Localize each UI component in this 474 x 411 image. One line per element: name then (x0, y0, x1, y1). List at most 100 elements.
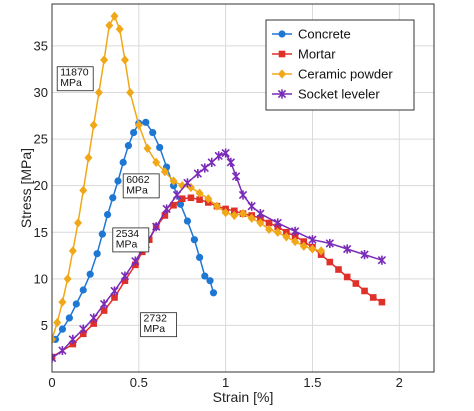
x-tick-labels: 0 0.5 1 1.5 2 (48, 375, 403, 390)
data-point (58, 325, 67, 333)
legend-marker (277, 89, 287, 99)
data-point (291, 232, 299, 240)
y-tick-label: 10 (34, 271, 48, 286)
annotation-text: 11870 (60, 67, 89, 79)
data-point (352, 280, 360, 287)
data-point (231, 207, 238, 215)
data-point (68, 334, 78, 344)
data-point (110, 286, 119, 296)
data-point (79, 286, 87, 294)
data-point (152, 157, 161, 167)
data-point (58, 345, 67, 356)
data-point (84, 153, 93, 163)
data-point (178, 181, 187, 191)
data-point (221, 208, 230, 218)
data-point (79, 330, 87, 338)
data-point (143, 143, 152, 154)
annotation-text: 2732 (144, 313, 168, 325)
data-point (170, 201, 177, 209)
data-point (89, 313, 98, 323)
data-point (183, 178, 192, 188)
data-point (239, 209, 247, 219)
data-point (120, 271, 130, 281)
annotation-text: 6062 (126, 174, 150, 186)
data-point (63, 274, 72, 284)
data-point (65, 314, 73, 322)
data-point (100, 55, 109, 65)
data-point (212, 201, 221, 211)
data-point (214, 151, 223, 161)
data-point (176, 200, 185, 208)
data-point (317, 246, 326, 256)
y-tick-labels: 5 10 15 20 25 30 35 (34, 38, 48, 332)
data-point (109, 194, 117, 202)
y-axis-label: Stress [MPa] (18, 148, 34, 228)
data-point (142, 118, 150, 126)
data-point (131, 256, 140, 266)
data-point (326, 258, 334, 266)
data-point (119, 158, 127, 166)
data-point (238, 190, 248, 200)
data-point (111, 294, 118, 301)
data-point (79, 324, 88, 334)
data-point (378, 298, 386, 306)
legend-label: Ceramic powder (298, 67, 393, 82)
data-point (161, 212, 169, 219)
data-point (230, 210, 239, 221)
data-point (195, 188, 204, 198)
data-point (193, 168, 203, 179)
data-point (120, 55, 129, 65)
legend-box (265, 19, 415, 111)
data-point (200, 163, 209, 173)
x-tick-label: 1.5 (303, 375, 321, 390)
data-point (98, 230, 106, 238)
data-point (53, 318, 62, 328)
data-point (204, 194, 213, 204)
data-point (52, 353, 57, 363)
data-point (126, 87, 135, 98)
data-point (152, 222, 161, 232)
data-point (79, 185, 88, 195)
legend-marker (278, 30, 286, 38)
data-point (183, 217, 192, 225)
data-point (291, 236, 300, 247)
data-point (209, 289, 218, 297)
data-point (94, 87, 103, 98)
data-point (226, 157, 236, 167)
legend-entry: Mortar (272, 47, 336, 62)
data-point (377, 255, 387, 265)
data-point (265, 219, 273, 227)
data-point (190, 236, 198, 244)
x-axis-label: Strain [%] (213, 389, 274, 405)
data-point (124, 142, 132, 150)
annotation-box (112, 227, 150, 253)
x-tick-label: 1 (222, 375, 229, 390)
series-line (52, 197, 383, 358)
data-point (100, 307, 108, 314)
data-point (273, 218, 282, 228)
data-point (162, 204, 171, 214)
data-point (58, 297, 67, 307)
data-point (206, 277, 214, 285)
data-point (89, 120, 98, 130)
annotation-text: 2534 (116, 228, 140, 240)
data-point (134, 120, 143, 130)
annotation-text: MPa (144, 323, 166, 335)
y-tick-label: 20 (34, 178, 48, 193)
series-mortar (52, 194, 386, 361)
data-point (195, 253, 204, 262)
legend-entry: Socket leveler (272, 87, 380, 102)
y-tick-label: 15 (34, 225, 48, 240)
data-point (300, 238, 308, 245)
data-point (99, 299, 109, 309)
data-point (308, 235, 317, 245)
data-point (105, 20, 114, 31)
y-tick-label: 35 (34, 38, 48, 53)
data-point (121, 277, 129, 284)
data-point (196, 196, 203, 203)
data-point (90, 320, 97, 327)
data-point (201, 272, 209, 280)
